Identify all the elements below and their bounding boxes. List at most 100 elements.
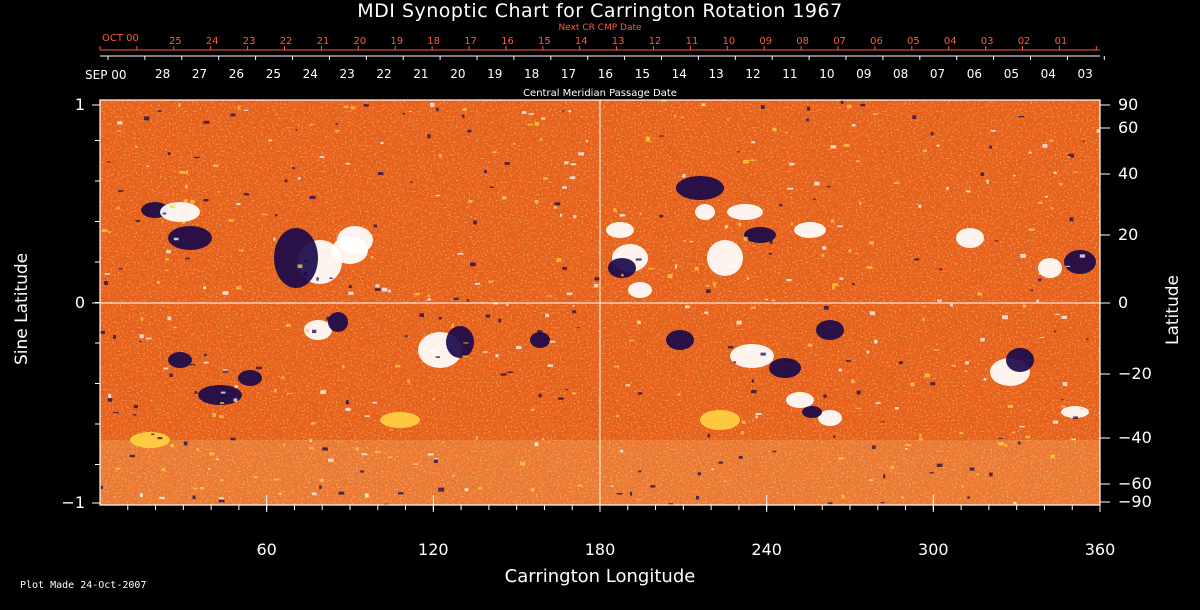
speck [677,393,681,396]
speck [193,487,198,490]
speck [674,114,677,118]
top-date-red: 03 [980,36,994,47]
active-region [700,410,740,430]
top-date-red: 23 [242,36,256,47]
speck [772,450,777,453]
chart-title: MDI Synoptic Chart for Carrington Rotati… [357,0,843,22]
speck [157,110,162,112]
speck [613,365,620,368]
speck [414,292,420,296]
speck [133,405,139,409]
speck [837,225,843,228]
speck [785,374,788,377]
speck [619,214,626,217]
speck [650,485,656,488]
speck [779,204,783,207]
speck [568,110,572,113]
speck [707,433,710,438]
speck [645,137,651,142]
speck [345,402,350,405]
top-date-white: 11 [782,67,798,81]
speck [872,445,876,450]
speck [827,185,831,188]
top-date-red: 07 [833,36,846,47]
speck [855,160,860,163]
speck [740,431,745,435]
speck [764,298,768,301]
speck [464,488,469,492]
speck [807,343,813,347]
speck [373,224,378,228]
speck [423,348,429,350]
speck [695,495,700,500]
speck [697,472,701,476]
speck [668,503,673,505]
speck [169,373,173,377]
speck [372,401,377,404]
speck [883,474,886,479]
speck [167,152,171,155]
speck [452,474,455,477]
speck [727,265,734,268]
speck [230,113,236,117]
speck [936,463,943,467]
speck [312,329,317,334]
speck [629,339,635,342]
speck [755,412,762,416]
speck [164,269,168,272]
top-date-red: 01 [1054,36,1068,47]
speck [453,297,459,300]
speck [869,311,876,315]
speck [234,385,238,388]
speck [616,414,620,417]
right-tick-label: 60 [1118,118,1139,137]
speck [994,240,999,242]
speck [320,390,327,394]
speck [1052,420,1059,424]
top-date-red: 24 [205,36,219,47]
speck [846,104,852,109]
speck [273,237,276,241]
speck [1061,399,1064,401]
speck [706,289,711,293]
speck [738,455,743,459]
speck [880,501,885,504]
speck [1086,338,1089,340]
speck [468,200,473,203]
speck [282,444,286,447]
top-date-red: 06 [870,36,883,47]
right-tick-label: 40 [1118,164,1139,183]
speck [243,109,249,111]
speck [831,219,835,223]
speck [335,123,338,125]
speck [975,473,979,476]
speck [278,492,282,496]
top-date-red: 17 [464,36,477,47]
speck [577,326,580,329]
speck [292,167,296,170]
speck [512,143,516,145]
speck [998,441,1004,446]
speck [145,337,152,340]
speck [374,451,381,454]
speck [965,361,969,365]
top-date-white: 08 [893,67,909,81]
speck [107,161,110,163]
top-date-red: 15 [538,36,551,47]
speck [930,382,936,386]
speck [217,191,221,193]
speck [1020,253,1026,258]
speck [192,495,196,500]
speck [194,391,198,394]
speck [113,411,119,414]
speck [1030,289,1034,292]
speck [789,162,795,166]
speck [919,433,922,437]
speck [856,390,861,395]
speck [869,479,873,481]
speck [558,397,564,400]
speck [104,273,110,275]
right-tick-label: −60 [1118,474,1152,493]
speck [297,264,303,269]
